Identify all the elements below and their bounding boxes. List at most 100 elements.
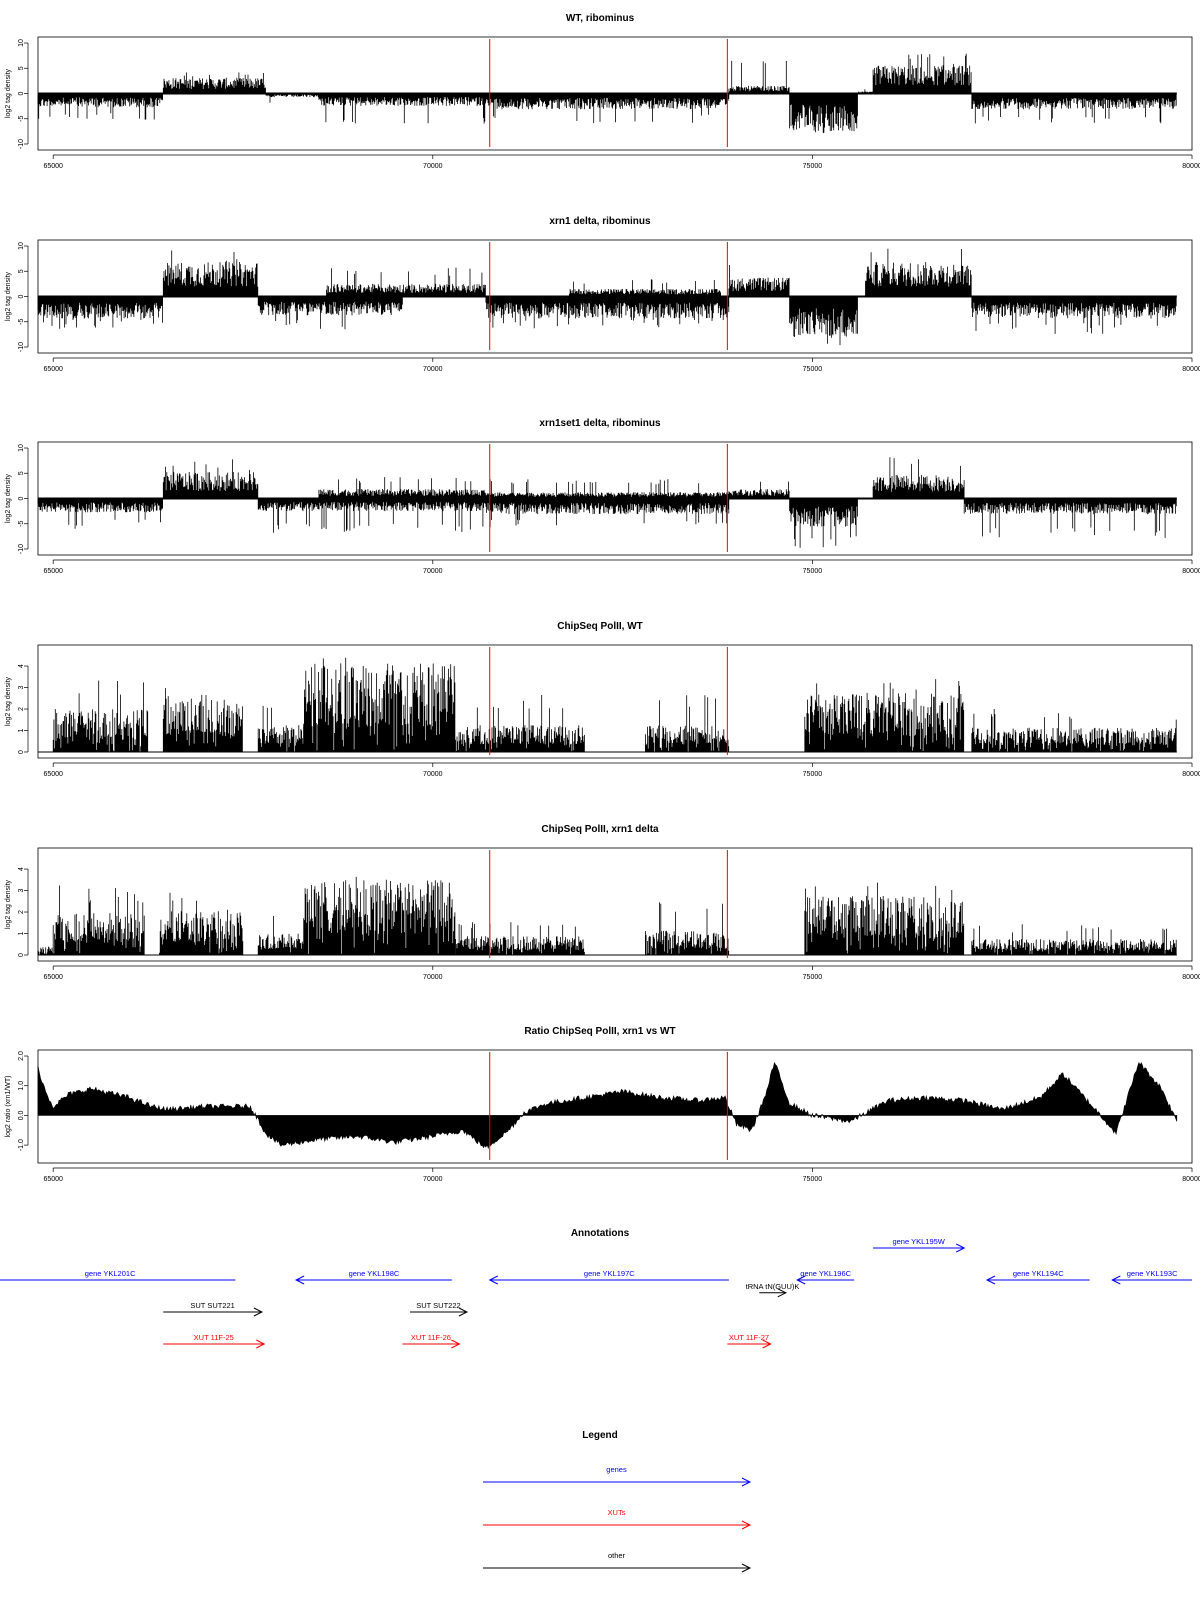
arrow-right-icon (741, 1520, 752, 1530)
signal-bars (257, 498, 487, 533)
signal-bars (804, 882, 965, 955)
feature-label: gene YKL198C (349, 1269, 400, 1278)
signal-bars (872, 457, 965, 499)
panel-title: WT, ribominus (566, 13, 635, 24)
arrow-right-icon (458, 1307, 469, 1317)
annotation-feature: tRNA tN(GUU)K (746, 1282, 800, 1298)
signal-bars (645, 695, 730, 752)
arrow-right-icon (741, 1477, 752, 1487)
legend-panel: Legend genes XUTs other (483, 1430, 752, 1573)
x-tick-label: 75000 (803, 1176, 823, 1183)
signal-bars (971, 924, 1177, 955)
arrow-right-icon (741, 1563, 752, 1573)
panel-title: ChipSeq PolII, WT (557, 621, 643, 632)
legend-item-xuts: XUTs (483, 1508, 752, 1530)
y-tick-label: 10 (18, 39, 25, 47)
signal-bars (971, 93, 1177, 124)
signal-bars (485, 479, 730, 499)
arrow-left-icon (488, 1275, 498, 1285)
signal-bars (265, 93, 319, 103)
arrow-right-icon (451, 1339, 461, 1349)
annotations-panel: Annotations gene YKL201C gene YKL198C gene … (0, 1228, 1192, 1349)
y-tick-label: 0 (18, 750, 25, 754)
y-axis-label: log2 tag density (5, 676, 12, 726)
y-tick-label: -10 (18, 342, 25, 352)
arrow-left-icon (295, 1275, 305, 1285)
y-tick-label: 0 (18, 496, 25, 500)
legend-label: other (608, 1551, 626, 1560)
x-tick-label: 75000 (803, 163, 823, 170)
y-tick-label: 3 (18, 888, 25, 892)
signal-bars (789, 498, 858, 548)
x-tick-label: 80000 (1182, 568, 1200, 575)
signal-bars (257, 705, 305, 752)
signal-bars (162, 250, 259, 297)
signal-bars (971, 709, 1177, 752)
y-tick-label: 2 (18, 707, 25, 711)
y-axis-label: log2 ratio (xrn1/WT) (5, 1076, 12, 1138)
x-tick-label: 75000 (803, 771, 823, 778)
chart-panel-6: Ratio ChipSeq PolII, xrn1 vs WT 2.0 1.0 0.0… (5, 1026, 1200, 1183)
feature-label: gene YKL201C (85, 1269, 136, 1278)
feature-label: SUT SUT221 (190, 1301, 234, 1310)
x-tick-label: 65000 (43, 568, 63, 575)
legend-title: Legend (582, 1430, 618, 1441)
y-tick-label: 5 (18, 66, 25, 70)
signal-bars (455, 695, 585, 752)
x-tick-label: 75000 (803, 366, 823, 373)
arrow-right-icon (762, 1339, 772, 1349)
chart-panel-4: ChipSeq PolII, WT 0 1 2 3 4 log2 tag density 65… (5, 621, 1200, 778)
y-tick-label: 1 (18, 728, 25, 732)
annotation-feature: gene YKL197C (488, 1269, 729, 1285)
plot-frame (37, 644, 1193, 759)
x-tick-label: 75000 (803, 568, 823, 575)
x-tick-label: 70000 (423, 974, 443, 981)
signal-bars (162, 459, 259, 499)
data-marks (37, 1061, 1178, 1150)
signal-bars (257, 296, 403, 330)
signal-bars (789, 296, 858, 346)
y-tick-label: 10 (18, 242, 25, 250)
annotation-feature: SUT SUT221 (163, 1301, 264, 1317)
signal-bars (318, 93, 486, 124)
annotation-feature: gene YKL194C (985, 1269, 1090, 1285)
panel-title: Ratio ChipSeq PolII, xrn1 vs WT (524, 1026, 675, 1037)
signal-bars (485, 498, 730, 528)
x-tick-label: 80000 (1182, 974, 1200, 981)
y-axis-label: log2 tag density (5, 271, 12, 321)
y-tick-label: -5 (18, 521, 25, 527)
y-tick-label: 5 (18, 269, 25, 273)
signal-bars (728, 481, 790, 499)
x-tick-label: 70000 (423, 163, 443, 170)
y-axis-label: log2 tag density (5, 68, 12, 118)
signal-bars (52, 680, 149, 752)
legend-item-other: other (483, 1551, 752, 1573)
y-tick-label: 5 (18, 471, 25, 475)
annotation-feature: gene YKL193C (1111, 1269, 1192, 1285)
y-tick-label: -1.0 (18, 1139, 25, 1151)
y-tick-label: 4 (18, 664, 25, 668)
feature-label: tRNA tN(GUU)K (746, 1282, 800, 1291)
arrow-left-icon (985, 1275, 996, 1285)
feature-label: SUT SUT222 (416, 1301, 460, 1310)
chart-panel-1: WT, ribominus 10 5 0 -5 -10 log2 tag density 65… (5, 13, 1200, 170)
annotation-feature: gene YKL196C (796, 1269, 855, 1285)
panel-title: ChipSeq PolII, xrn1 delta (541, 824, 659, 835)
x-tick-label: 80000 (1182, 771, 1200, 778)
legend-item-genes: genes (483, 1465, 752, 1487)
panel-title: xrn1 delta, ribominus (549, 216, 651, 227)
signal-bars (37, 498, 163, 529)
signal-bars (162, 72, 266, 94)
x-tick-label: 65000 (43, 771, 63, 778)
y-tick-label: 4 (18, 867, 25, 871)
x-tick-label: 65000 (43, 974, 63, 981)
signal-bars (971, 296, 1177, 334)
y-tick-label: 0 (18, 91, 25, 95)
data-marks (37, 248, 1177, 346)
x-tick-label: 75000 (803, 974, 823, 981)
chart-panel-3: xrn1set1 delta, ribominus 10 5 0 -5 -10 log2 t… (5, 418, 1200, 575)
feature-label: gene YKL193C (1127, 1269, 1178, 1278)
arrow-left-icon (796, 1275, 806, 1285)
